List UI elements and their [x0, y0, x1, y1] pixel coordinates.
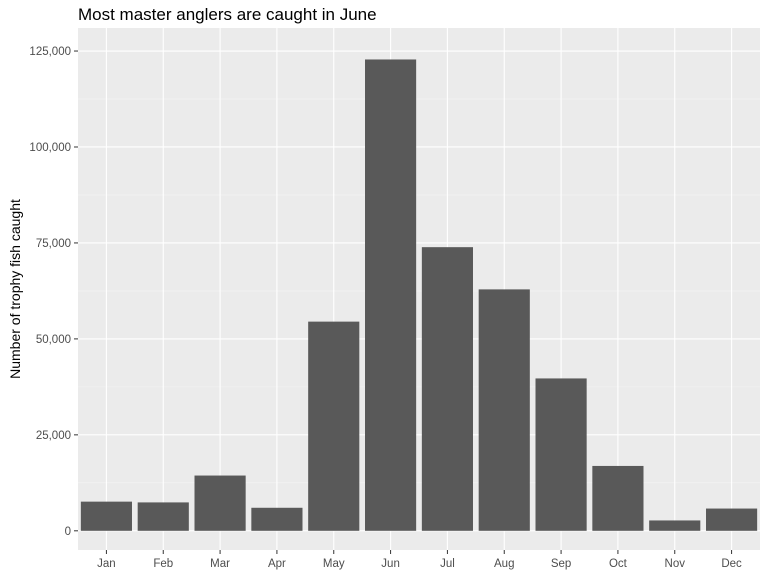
x-tick-label: Mar	[210, 558, 230, 570]
x-tick-label: Jun	[381, 558, 400, 570]
x-tick-label: Jul	[440, 558, 455, 570]
x-tick-label: Jan	[97, 558, 116, 570]
x-tick-label: Sep	[551, 558, 571, 570]
chart-title: Most master anglers are caught in June	[78, 5, 377, 24]
x-tick-label: Feb	[153, 558, 173, 570]
x-tick-label: Apr	[268, 558, 286, 570]
bar-oct	[592, 465, 644, 531]
bar-jul	[421, 247, 473, 531]
x-tick-label: Oct	[609, 558, 628, 570]
bar-feb	[137, 502, 189, 531]
plot-panel	[78, 28, 760, 550]
bar-apr	[251, 507, 303, 531]
x-tick-label: Aug	[494, 558, 514, 570]
x-tick-label: Dec	[721, 558, 742, 570]
x-axis: Jan Feb Mar Apr May Jun Jul Aug Sep Oct Nov Dec	[97, 550, 742, 570]
y-tick-label: 100,000	[29, 142, 71, 154]
y-tick-label: 50,000	[36, 334, 71, 346]
minor-gridlines	[78, 98, 760, 484]
y-tick-label: 0	[65, 526, 71, 538]
bar-may	[308, 321, 360, 531]
y-axis: 0 25,000 50,000 75,000 100,000 125,000	[29, 46, 78, 538]
y-tick-label: 125,000	[29, 46, 71, 58]
bar-series	[80, 59, 758, 531]
bar-dec	[706, 508, 758, 531]
x-tick-label: Nov	[665, 558, 686, 570]
y-tick-label: 25,000	[36, 430, 71, 442]
bar-jan	[80, 501, 132, 531]
bar-aug	[478, 289, 530, 531]
bar-sep	[535, 378, 587, 531]
bar-mar	[194, 475, 246, 531]
y-tick-label: 75,000	[36, 238, 71, 250]
y-axis-title: Number of trophy fish caught	[7, 199, 23, 379]
x-tick-label: May	[323, 558, 345, 570]
bar-jun	[365, 59, 417, 531]
bar-nov	[649, 520, 701, 531]
